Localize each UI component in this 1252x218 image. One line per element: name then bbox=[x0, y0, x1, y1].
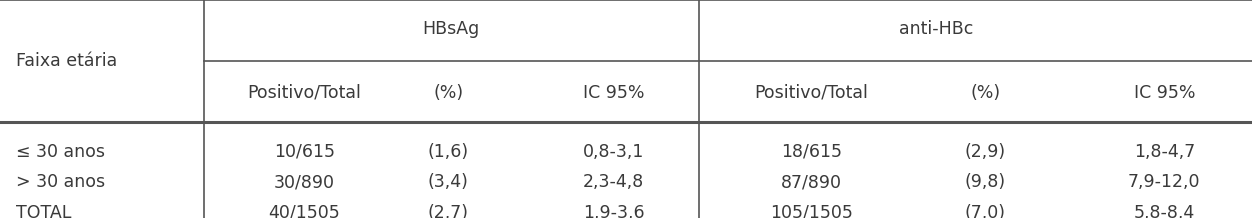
Text: Positivo/Total: Positivo/Total bbox=[755, 84, 868, 102]
Text: (2,7): (2,7) bbox=[428, 204, 468, 218]
Text: ≤ 30 anos: ≤ 30 anos bbox=[16, 143, 105, 160]
Text: 10/615: 10/615 bbox=[274, 143, 334, 160]
Text: 18/615: 18/615 bbox=[781, 143, 841, 160]
Text: 2,3-4,8: 2,3-4,8 bbox=[583, 173, 644, 191]
Text: Faixa etária: Faixa etária bbox=[16, 52, 118, 70]
Text: 40/1505: 40/1505 bbox=[268, 204, 341, 218]
Text: Positivo/Total: Positivo/Total bbox=[248, 84, 361, 102]
Text: 7,9-12,0: 7,9-12,0 bbox=[1128, 173, 1201, 191]
Text: (3,4): (3,4) bbox=[428, 173, 468, 191]
Text: 0,8-3,1: 0,8-3,1 bbox=[582, 143, 645, 160]
Text: > 30 anos: > 30 anos bbox=[16, 173, 105, 191]
Text: 105/1505: 105/1505 bbox=[770, 204, 853, 218]
Text: anti-HBc: anti-HBc bbox=[899, 20, 974, 38]
Text: IC 95%: IC 95% bbox=[1133, 84, 1196, 102]
Text: IC 95%: IC 95% bbox=[582, 84, 645, 102]
Text: 1,8-4,7: 1,8-4,7 bbox=[1134, 143, 1194, 160]
Text: HBsAg: HBsAg bbox=[422, 20, 480, 38]
Text: 1,9-3,6: 1,9-3,6 bbox=[582, 204, 645, 218]
Text: (9,8): (9,8) bbox=[965, 173, 1005, 191]
Text: (%): (%) bbox=[433, 84, 463, 102]
Text: (1,6): (1,6) bbox=[428, 143, 468, 160]
Text: (2,9): (2,9) bbox=[965, 143, 1005, 160]
Text: 30/890: 30/890 bbox=[274, 173, 334, 191]
Text: (%): (%) bbox=[970, 84, 1000, 102]
Text: 87/890: 87/890 bbox=[781, 173, 841, 191]
Text: (7,0): (7,0) bbox=[965, 204, 1005, 218]
Text: 5,8-8,4: 5,8-8,4 bbox=[1134, 204, 1194, 218]
Text: TOTAL: TOTAL bbox=[16, 204, 71, 218]
